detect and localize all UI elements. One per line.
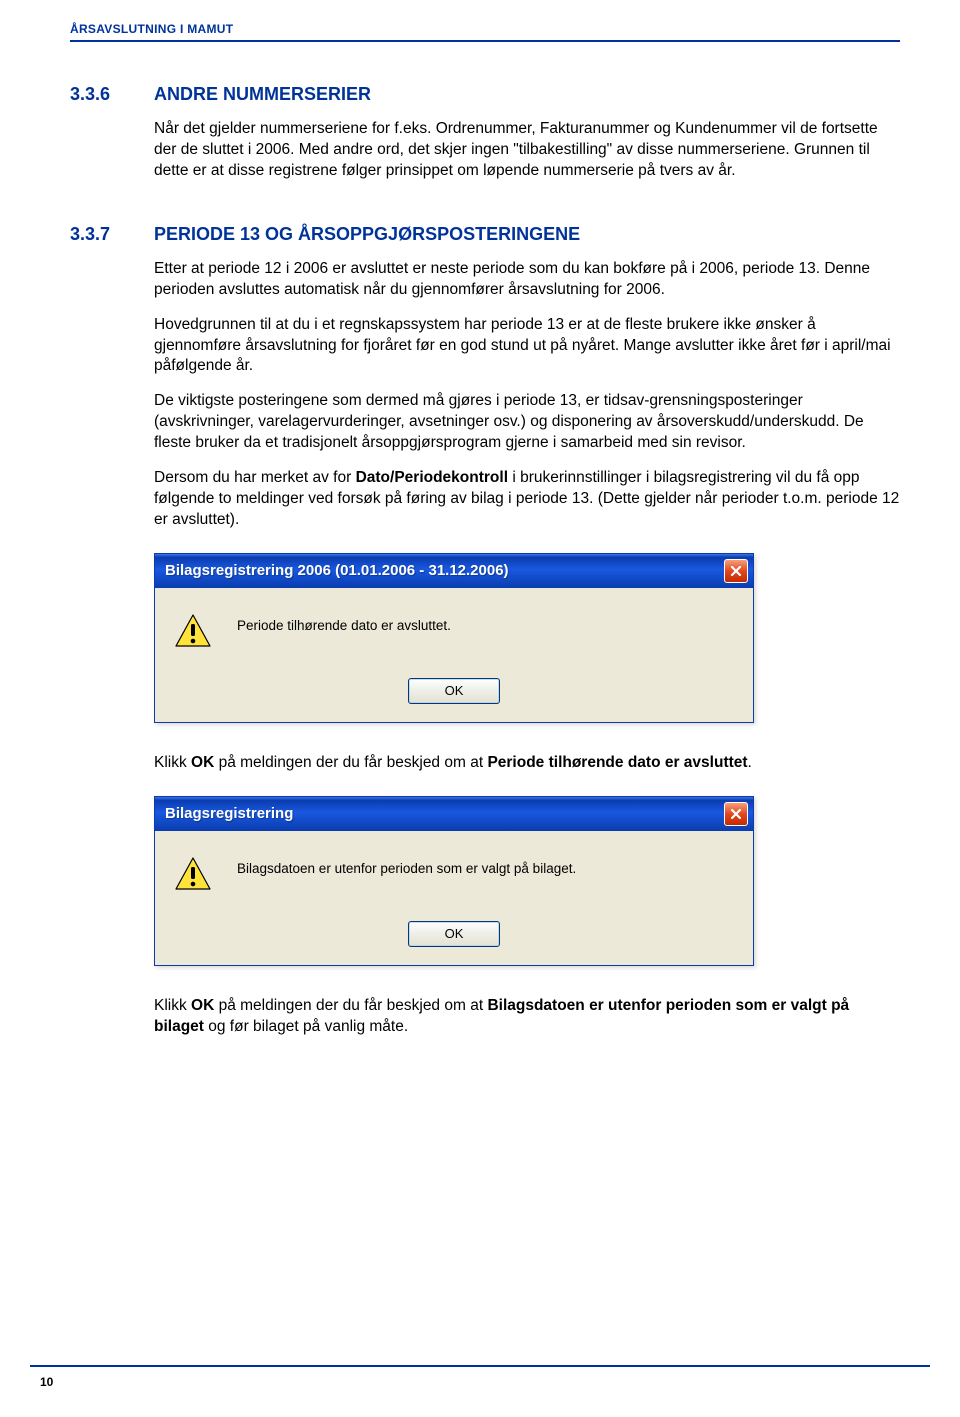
text-run: Dersom du har merket av for bbox=[154, 469, 356, 486]
dialog-titlebar: Bilagsregistrering 2006 (01.01.2006 - 31… bbox=[155, 554, 753, 588]
paragraph: Klikk OK på meldingen der du får beskjed… bbox=[154, 753, 900, 774]
dialog-titlebar: Bilagsregistrering bbox=[155, 797, 753, 831]
text-run: på meldingen der du får beskjed om at bbox=[214, 997, 487, 1014]
section-title: PERIODE 13 OG ÅRSOPPGJØRSPOSTERINGENE bbox=[154, 224, 580, 245]
footer-rule bbox=[30, 1365, 930, 1367]
text-bold: Periode tilhørende dato er avsluttet bbox=[487, 754, 747, 771]
text-bold: OK bbox=[191, 754, 214, 771]
close-button[interactable] bbox=[724, 802, 748, 826]
section-heading: 3.3.6 ANDRE NUMMERSERIER bbox=[70, 84, 900, 105]
dialog-body: Bilagsdatoen er utenfor perioden som er … bbox=[155, 831, 753, 965]
section-336: 3.3.6 ANDRE NUMMERSERIER Når det gjelder… bbox=[70, 84, 900, 182]
paragraph: Klikk OK på meldingen der du får beskjed… bbox=[154, 996, 900, 1038]
paragraph: Når det gjelder nummerseriene for f.eks.… bbox=[154, 119, 900, 182]
dialog-message: Bilagsdatoen er utenfor perioden som er … bbox=[237, 855, 576, 876]
text-bold: Dato/Periodekontroll bbox=[356, 469, 508, 486]
warning-icon bbox=[173, 855, 213, 895]
dialog-content: Periode tilhørende dato er avsluttet. bbox=[173, 612, 735, 652]
section-number: 3.3.6 bbox=[70, 84, 130, 105]
dialog-window: Bilagsregistrering Bilagsdatoen er utenf… bbox=[154, 796, 754, 966]
close-icon bbox=[730, 565, 742, 577]
close-icon bbox=[730, 808, 742, 820]
dialog-title: Bilagsregistrering 2006 (01.01.2006 - 31… bbox=[165, 562, 509, 579]
paragraph: Etter at periode 12 i 2006 er avsluttet … bbox=[154, 259, 900, 301]
dialog-body: Periode tilhørende dato er avsluttet. OK bbox=[155, 588, 753, 722]
ok-button[interactable]: OK bbox=[408, 678, 500, 704]
close-button[interactable] bbox=[724, 559, 748, 583]
text-run: Klikk bbox=[154, 997, 191, 1014]
dialog-window: Bilagsregistrering 2006 (01.01.2006 - 31… bbox=[154, 553, 754, 723]
dialog-footer: OK bbox=[173, 678, 735, 704]
dialog-content: Bilagsdatoen er utenfor perioden som er … bbox=[173, 855, 735, 895]
text-bold: OK bbox=[191, 997, 214, 1014]
paragraph: Dersom du har merket av for Dato/Periode… bbox=[154, 468, 900, 531]
ok-button[interactable]: OK bbox=[408, 921, 500, 947]
warning-icon bbox=[173, 612, 213, 652]
section-heading: 3.3.7 PERIODE 13 OG ÅRSOPPGJØRSPOSTERING… bbox=[70, 224, 900, 245]
dialog-title: Bilagsregistrering bbox=[165, 805, 293, 822]
paragraph: Hovedgrunnen til at du i et regnskapssys… bbox=[154, 315, 900, 378]
section-title: ANDRE NUMMERSERIER bbox=[154, 84, 371, 105]
section-337: 3.3.7 PERIODE 13 OG ÅRSOPPGJØRSPOSTERING… bbox=[70, 224, 900, 1038]
dialog-footer: OK bbox=[173, 921, 735, 947]
paragraph: De viktigste posteringene som dermed må … bbox=[154, 391, 900, 454]
page-header: ÅRSAVSLUTNING I MAMUT bbox=[70, 0, 900, 42]
text-run: på meldingen der du får beskjed om at bbox=[214, 754, 487, 771]
text-run: Klikk bbox=[154, 754, 191, 771]
page-number: 10 bbox=[40, 1375, 53, 1389]
text-run: . bbox=[748, 754, 752, 771]
text-run: og før bilaget på vanlig måte. bbox=[204, 1018, 408, 1035]
dialog-message: Periode tilhørende dato er avsluttet. bbox=[237, 612, 451, 633]
section-number: 3.3.7 bbox=[70, 224, 130, 245]
